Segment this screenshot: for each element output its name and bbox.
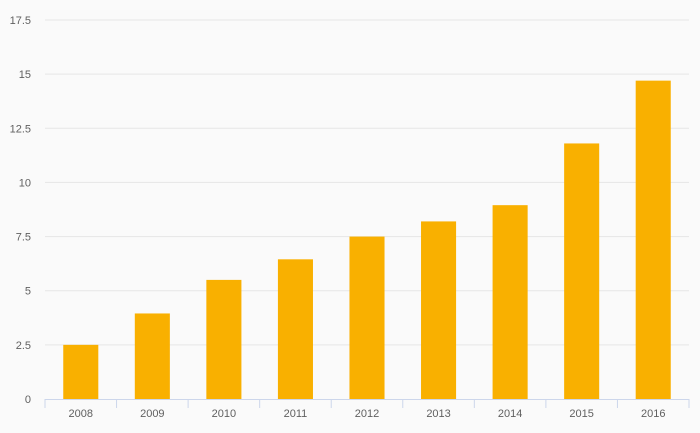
bar-2008[interactable]	[63, 344, 99, 399]
y-tick-label: 5	[25, 286, 31, 298]
y-axis-labels: 0 2.5 5 7.5 10 12.5 15 17.5	[10, 15, 31, 406]
y-tick-label: 12.5	[10, 123, 31, 135]
x-tick-label: 2013	[426, 408, 450, 420]
bar-2012[interactable]	[349, 236, 385, 399]
y-tick-label: 2.5	[16, 340, 31, 352]
x-tick-label: 2012	[355, 408, 379, 420]
x-axis	[44, 399, 690, 408]
x-tick-label: 2015	[569, 408, 593, 420]
bar-2014[interactable]	[492, 205, 528, 399]
x-tick-label: 2011	[284, 408, 308, 420]
bar-2010[interactable]	[206, 279, 242, 399]
x-axis-labels: 2008 2009 2010 2011 2012 2013 2014 2015 2016	[69, 408, 666, 420]
bar-2009[interactable]	[134, 313, 170, 399]
y-tick-label: 15	[19, 69, 31, 81]
bar-2011[interactable]	[277, 259, 313, 399]
x-tick-label: 2014	[498, 408, 522, 420]
bar-2015[interactable]	[564, 143, 600, 399]
x-tick-label: 2010	[212, 408, 236, 420]
y-tick-label: 7.5	[16, 232, 31, 244]
x-tick-label: 2016	[641, 408, 665, 420]
x-tick-label: 2008	[69, 408, 93, 420]
bars	[63, 80, 671, 399]
y-tick-label: 0	[25, 394, 31, 406]
y-tick-label: 10	[19, 177, 31, 189]
x-tick-label: 2009	[140, 408, 164, 420]
bar-2013[interactable]	[421, 221, 457, 399]
bar-2016[interactable]	[635, 80, 671, 399]
y-tick-label: 17.5	[10, 15, 31, 27]
